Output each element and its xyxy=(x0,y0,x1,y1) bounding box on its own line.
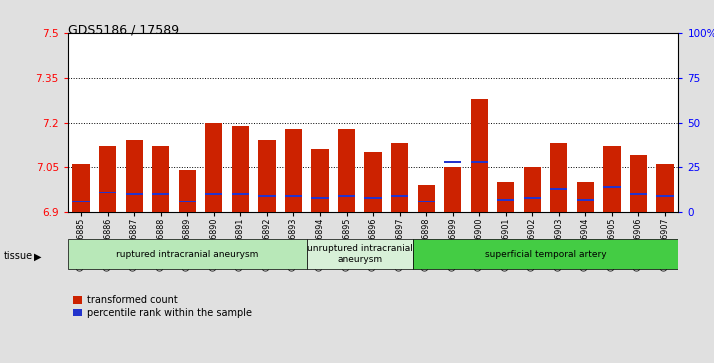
Bar xyxy=(285,129,302,212)
Bar xyxy=(338,195,355,197)
Bar xyxy=(99,192,116,193)
Bar xyxy=(391,143,408,212)
Bar xyxy=(68,240,307,269)
Bar xyxy=(307,240,413,269)
Bar xyxy=(418,201,435,203)
Bar xyxy=(152,147,169,212)
Bar xyxy=(285,195,302,197)
Bar xyxy=(656,164,673,212)
Text: unruptured intracranial
aneurysm: unruptured intracranial aneurysm xyxy=(307,244,413,264)
Text: ruptured intracranial aneurysm: ruptured intracranial aneurysm xyxy=(116,250,258,258)
Bar xyxy=(603,186,620,188)
Bar xyxy=(126,193,143,195)
Bar xyxy=(73,201,90,203)
Bar xyxy=(471,98,488,212)
Bar xyxy=(550,143,568,212)
Bar xyxy=(258,140,276,212)
Bar xyxy=(99,147,116,212)
Bar xyxy=(205,193,223,195)
Bar xyxy=(523,197,541,199)
Bar xyxy=(152,193,169,195)
Bar xyxy=(311,197,328,199)
Bar xyxy=(178,201,196,203)
Bar xyxy=(444,161,461,163)
Bar xyxy=(126,140,143,212)
Bar xyxy=(630,155,647,212)
Bar xyxy=(391,195,408,197)
Bar xyxy=(577,183,594,212)
Bar xyxy=(338,129,355,212)
Bar xyxy=(364,152,382,212)
Bar xyxy=(413,240,678,269)
Bar xyxy=(418,185,435,212)
Bar xyxy=(205,123,223,212)
Bar xyxy=(73,164,90,212)
Text: ▶: ▶ xyxy=(34,252,42,262)
Text: tissue: tissue xyxy=(4,251,33,261)
Bar xyxy=(471,161,488,163)
Bar xyxy=(258,195,276,197)
Bar xyxy=(232,193,249,195)
Bar xyxy=(523,167,541,212)
Bar xyxy=(232,126,249,212)
Bar xyxy=(311,150,328,212)
Bar xyxy=(630,193,647,195)
Text: superficial temporal artery: superficial temporal artery xyxy=(485,250,606,258)
Bar xyxy=(364,197,382,199)
Legend: transformed count, percentile rank within the sample: transformed count, percentile rank withi… xyxy=(73,295,252,318)
Bar xyxy=(656,195,673,197)
Bar xyxy=(178,171,196,212)
Text: GDS5186 / 17589: GDS5186 / 17589 xyxy=(68,24,179,37)
Bar xyxy=(603,147,620,212)
Bar xyxy=(497,199,514,201)
Bar xyxy=(444,167,461,212)
Bar xyxy=(550,188,568,190)
Bar xyxy=(577,199,594,201)
Bar xyxy=(497,183,514,212)
